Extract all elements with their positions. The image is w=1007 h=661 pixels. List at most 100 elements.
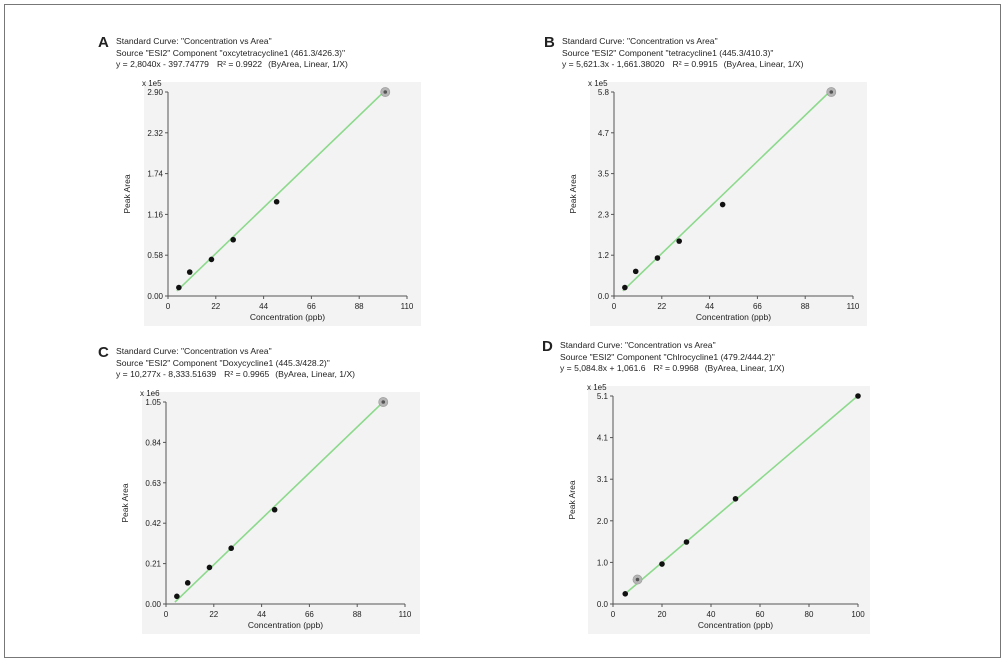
panel-label: A — [98, 34, 109, 51]
excluded-data-point[interactable] — [635, 577, 640, 582]
chart-title: Standard Curve: "Concentration vs Area" — [116, 36, 272, 46]
y-tick-label: 2.0 — [597, 517, 609, 526]
data-point[interactable] — [632, 268, 639, 275]
plot-background — [590, 82, 867, 326]
panel-header: Standard Curve: "Concentration vs Area" S… — [116, 36, 348, 71]
y-tick-label: 0.00 — [145, 600, 161, 609]
plot-c: 0.00 0.21 0.42 0.63 0.84 1.05 0 22 44 66 88 110 x 1e… — [120, 389, 420, 634]
x-tick-label: 110 — [399, 610, 412, 619]
y-tick-label: 0.58 — [147, 251, 163, 260]
y-tick-label: 0.00 — [147, 292, 163, 301]
y-tick-label: 0.63 — [145, 479, 161, 488]
data-point[interactable] — [732, 495, 739, 502]
y-tick-label: 0.21 — [145, 560, 161, 569]
panel-label: B — [544, 34, 555, 51]
x-tick-label: 66 — [753, 302, 762, 311]
x-tick-label: 88 — [355, 302, 364, 311]
x-tick-label: 20 — [658, 610, 667, 619]
y-axis-label: Peak Area — [567, 480, 577, 519]
x-tick-label: 100 — [851, 610, 865, 619]
data-point[interactable] — [719, 201, 726, 208]
x-tick-label: 66 — [305, 610, 314, 619]
x-tick-label: 22 — [209, 610, 218, 619]
y-tick-label: 2.3 — [598, 210, 610, 219]
r-squared: R² = 0.9965 — [224, 369, 270, 379]
x-tick-label: 0 — [612, 302, 617, 311]
plot-background — [588, 386, 870, 634]
chart-source: Source "ESI2" Component "Doxycycline1 (4… — [116, 357, 330, 368]
fit-info: (ByArea, Linear, 1/X) — [275, 369, 356, 379]
x-tick-label: 44 — [705, 302, 714, 311]
y-tick-label: 1.05 — [145, 398, 161, 407]
x-tick-label: 88 — [801, 302, 810, 311]
x-tick-label: 22 — [657, 302, 666, 311]
panel-header: Standard Curve: "Concentration vs Area" S… — [562, 36, 803, 71]
data-point[interactable] — [654, 255, 661, 261]
equation-line: y = 5,084.8x + 1,061.6 R² = 0.9968 (ByArea… — [560, 363, 784, 375]
x-tick-label: 44 — [257, 610, 266, 619]
equation-line: y = 10,277x - 8,333.51639 R² = 0.9965 (ByA… — [116, 369, 355, 381]
y-tick-label: 5.1 — [597, 392, 609, 401]
x-tick-label: 66 — [307, 302, 316, 311]
excluded-data-point[interactable] — [381, 400, 386, 404]
data-point[interactable] — [208, 256, 215, 263]
data-point[interactable] — [622, 284, 628, 291]
panel-header: Standard Curve: "Concentration vs Area" S… — [116, 346, 355, 381]
regression-equation: y = 2,8040x - 397.74779 — [116, 59, 209, 69]
plot-background — [144, 82, 421, 326]
x-tick-label: 0 — [611, 610, 616, 619]
x-tick-label: 110 — [401, 302, 414, 311]
y-tick-label: 4.7 — [598, 129, 610, 138]
equation-line: y = 2,8040x - 397.74779 R² = 0.9922 (ByAre… — [116, 59, 348, 71]
excluded-data-point[interactable] — [383, 90, 388, 94]
chart-source: Source "ESI2" Component "tetracycline1 (… — [562, 47, 774, 58]
plot-a: 0.00 0.58 1.16 1.74 2.32 2.90 0 22 44 66 88 110 x 1e… — [122, 79, 421, 326]
x-tick-label: 60 — [756, 610, 765, 619]
data-point[interactable] — [228, 545, 234, 552]
y-axis-label: Peak Area — [568, 174, 578, 213]
panel-header: Standard Curve: "Concentration vs Area" S… — [560, 340, 784, 375]
chart-title: Standard Curve: "Concentration vs Area" — [116, 346, 272, 356]
panel-label: C — [98, 344, 109, 361]
y-tick-label: 0.84 — [145, 438, 161, 447]
y-tick-label: 3.5 — [598, 170, 610, 179]
r-squared: R² = 0.9915 — [672, 59, 718, 69]
data-point[interactable] — [683, 539, 690, 545]
data-point[interactable] — [184, 580, 191, 586]
y-tick-label: 0.42 — [145, 519, 161, 528]
data-point[interactable] — [174, 593, 180, 600]
data-point[interactable] — [273, 198, 280, 205]
x-tick-label: 0 — [166, 302, 171, 311]
x-tick-label: 40 — [707, 610, 716, 619]
fit-info: (ByArea, Linear, 1/X) — [704, 363, 785, 373]
r-squared: R² = 0.9922 — [216, 59, 263, 69]
plot-d: 0.0 1.0 2.0 3.1 4.1 5.1 0 20 40 60 80 100 x 1e5 Conce… — [567, 383, 870, 634]
y-tick-label: 1.16 — [147, 210, 163, 219]
x-axis-label: Concentration (ppb) — [698, 620, 773, 630]
y-axis-label: Peak Area — [122, 174, 132, 213]
figure-frame — [4, 4, 1001, 658]
data-point[interactable] — [186, 269, 193, 275]
data-point[interactable] — [659, 561, 665, 567]
chart-source: Source "ESI2" Component "oxcytetracyclin… — [116, 47, 346, 58]
data-point[interactable] — [271, 506, 278, 513]
data-point[interactable] — [230, 236, 236, 243]
excluded-data-point[interactable] — [829, 90, 834, 94]
y-tick-label: 4.1 — [597, 434, 609, 443]
y-tick-label: 2.32 — [147, 129, 163, 138]
data-point[interactable] — [676, 238, 682, 244]
data-point[interactable] — [855, 393, 861, 399]
data-point[interactable] — [622, 591, 629, 597]
regression-equation: y = 5,621.3x - 1,661.38020 — [562, 59, 665, 69]
data-point[interactable] — [206, 564, 213, 571]
y-tick-label: 1.2 — [598, 251, 610, 260]
x-axis-label: Concentration (ppb) — [248, 620, 323, 630]
equation-line: y = 5,621.3x - 1,661.38020 R² = 0.9915 (By… — [562, 59, 803, 71]
y-scale-label: x 1e5 — [588, 79, 608, 88]
x-tick-label: 22 — [211, 302, 220, 311]
x-axis-label: Concentration (ppb) — [250, 312, 325, 322]
x-tick-label: 88 — [353, 610, 362, 619]
x-axis-label: Concentration (ppb) — [696, 312, 771, 322]
data-point[interactable] — [176, 284, 182, 291]
y-tick-label: 1.74 — [147, 170, 163, 179]
